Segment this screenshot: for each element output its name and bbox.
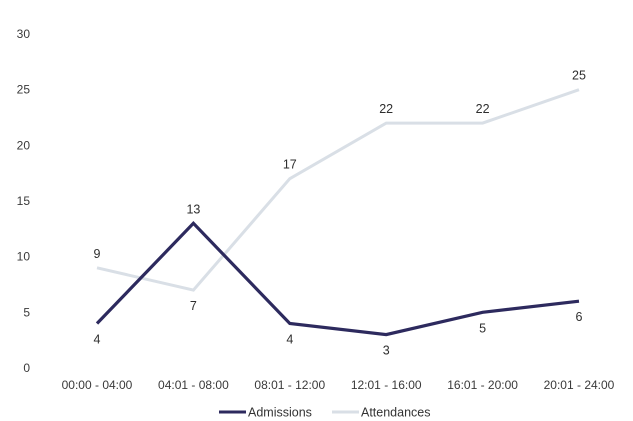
series-line-attendances — [96, 88, 580, 292]
y-tick-label: 0 — [23, 361, 30, 375]
data-label-admissions: 5 — [479, 321, 486, 335]
y-tick-label: 20 — [17, 138, 31, 152]
series-line-admissions — [95, 220, 580, 337]
data-label-admissions: 6 — [576, 310, 583, 324]
x-tick-label: 04:01 - 08:00 — [158, 378, 229, 392]
x-axis: 00:00 - 04:00 04:01 - 08:00 08:01 - 12:00 1… — [62, 378, 615, 392]
data-labels: 4 13 4 3 5 6 9 7 17 22 22 25 — [94, 69, 586, 358]
y-tick-label: 30 — [17, 27, 31, 41]
y-axis: 0 5 10 15 20 25 30 — [17, 27, 31, 375]
y-tick-label: 10 — [17, 250, 31, 264]
data-label-attendances: 22 — [476, 102, 490, 116]
y-tick-label: 25 — [17, 83, 31, 97]
x-tick-label: 08:01 - 12:00 — [254, 378, 325, 392]
legend-label-attendances: Attendances — [361, 406, 431, 420]
x-tick-label: 16:01 - 20:00 — [447, 378, 518, 392]
data-label-admissions: 4 — [286, 332, 293, 346]
data-label-attendances: 22 — [379, 102, 393, 116]
x-tick-label: 20:01 - 24:00 — [544, 378, 615, 392]
y-tick-label: 5 — [23, 305, 30, 319]
data-label-attendances: 7 — [190, 299, 197, 313]
x-tick-label: 12:01 - 16:00 — [351, 378, 422, 392]
x-tick-label: 00:00 - 04:00 — [62, 378, 133, 392]
data-label-admissions: 13 — [186, 202, 200, 216]
data-label-admissions: 4 — [94, 332, 101, 346]
legend: Admissions Attendances — [219, 406, 431, 420]
data-label-admissions: 3 — [383, 344, 390, 358]
data-label-attendances: 17 — [283, 158, 297, 172]
series-layer — [95, 88, 580, 337]
data-label-attendances: 9 — [94, 247, 101, 261]
y-tick-label: 15 — [17, 194, 31, 208]
data-label-attendances: 25 — [572, 69, 586, 83]
legend-label-admissions: Admissions — [248, 406, 312, 420]
